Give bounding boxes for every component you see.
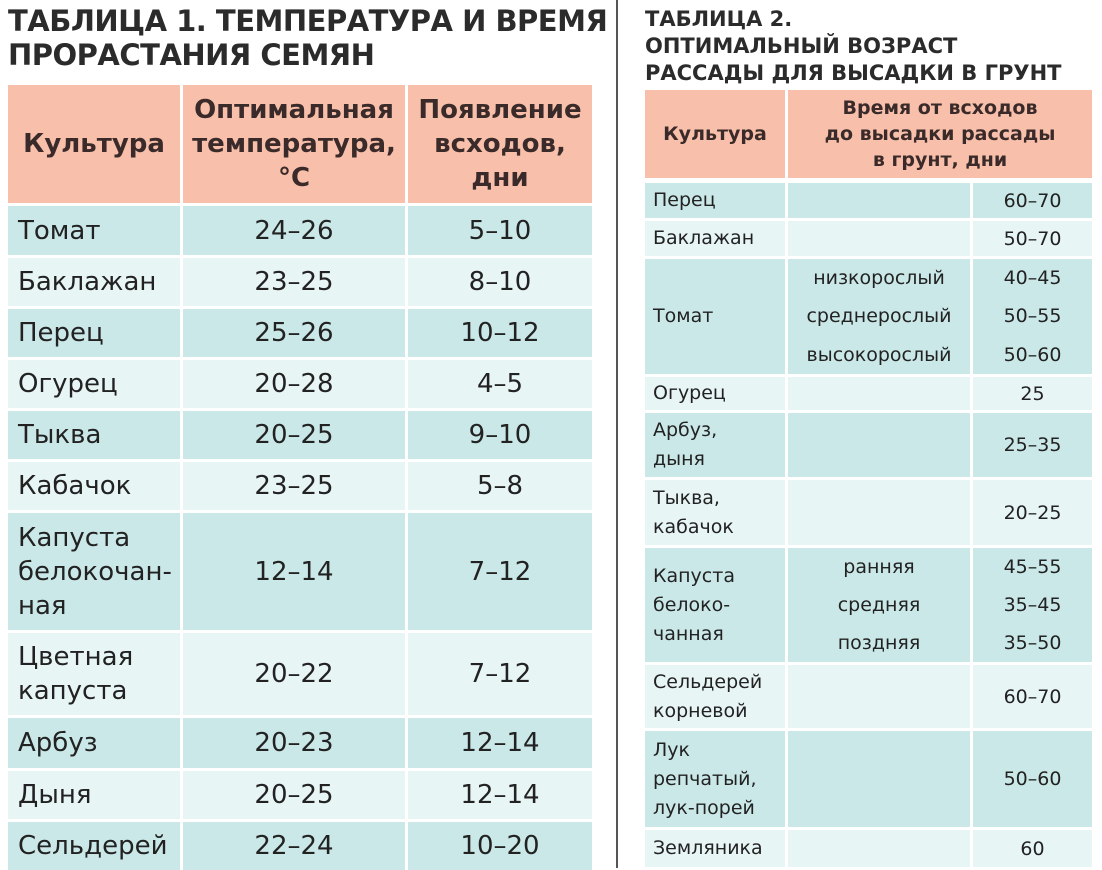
variety: поздняя xyxy=(837,632,921,654)
value-cell: 10–20 xyxy=(408,822,592,870)
variety-cell xyxy=(788,377,970,410)
crop-cell: Тыква xyxy=(8,411,180,459)
days: 60 xyxy=(1020,837,1045,860)
value-cell: 7–12 xyxy=(408,633,592,715)
value-cell: 24–26 xyxy=(183,206,405,255)
days: 50–60 xyxy=(1003,768,1062,790)
days-cell: 25–35 xyxy=(973,413,1092,477)
table-title: ТАБЛИЦА 2. ОПТИМАЛЬНЫЙ ВОЗРАСТ РАССАДЫ Д… xyxy=(645,7,1062,85)
divider xyxy=(616,0,618,868)
crop-cell: Капуста белокочан- ная xyxy=(8,513,180,630)
value-cell: 20–23 xyxy=(183,718,405,768)
days: 50–70 xyxy=(1003,227,1062,250)
days-cell: 40–45 50–55 50–60 xyxy=(973,259,1092,374)
value-cell: 8–10 xyxy=(408,258,592,306)
variety-cell xyxy=(788,413,970,477)
variety-cell xyxy=(788,183,970,218)
variety-cell xyxy=(788,480,970,545)
variety-cell xyxy=(788,665,970,728)
days-cell: 60–70 xyxy=(973,183,1092,218)
value-cell: 5–8 xyxy=(408,462,592,510)
days-cell: 25 xyxy=(973,377,1092,410)
header-cell: Культура xyxy=(8,85,180,203)
header-cell: Культура xyxy=(645,90,785,178)
crop-cell: Тыква, кабачок xyxy=(645,480,785,545)
value-cell: 12–14 xyxy=(408,718,592,768)
days: 60–70 xyxy=(1003,685,1062,708)
days-cell: 60 xyxy=(973,830,1092,867)
value-cell: 10–12 xyxy=(408,309,592,357)
value-cell: 20–28 xyxy=(183,360,405,408)
crop-cell: Арбуз, дыня xyxy=(645,413,785,477)
header-cell: Время от всходов до высадки рассады в гр… xyxy=(788,90,1092,178)
variety: средняя xyxy=(837,594,921,616)
days: 25–35 xyxy=(1003,434,1062,456)
days: 40–45 xyxy=(1003,267,1062,290)
table-title: ТАБЛИЦА 1. ТЕМПЕРАТУРА И ВРЕМЯ ПРОРАСТАН… xyxy=(8,4,608,72)
variety-cell xyxy=(788,731,970,827)
crop-cell: Цветная капуста xyxy=(8,633,180,715)
variety: высокорослый xyxy=(806,343,952,366)
crop-cell: Перец xyxy=(645,183,785,218)
days-cell: 45–55 35–45 35–50 xyxy=(973,548,1092,662)
crop-cell: Огурец xyxy=(8,360,180,408)
header-cell: Появление всходов, дни xyxy=(408,85,592,203)
crop-cell: Сельдерей xyxy=(8,822,180,870)
value-cell: 20–25 xyxy=(183,771,405,819)
value-cell: 4–5 xyxy=(408,360,592,408)
value-cell: 12–14 xyxy=(183,513,405,630)
crop-cell: Огурец xyxy=(645,377,785,410)
variety-cell xyxy=(788,221,970,256)
crop-cell: Кабачок xyxy=(8,462,180,510)
days: 60–70 xyxy=(1003,189,1062,212)
days: 20–25 xyxy=(1003,501,1062,524)
days: 50–55 xyxy=(1003,305,1062,328)
variety-cell: низкорослый среднерослый высокорослый xyxy=(788,259,970,374)
crop-cell: Сельдерей корневой xyxy=(645,665,785,728)
value-cell: 5–10 xyxy=(408,206,592,255)
crop-cell: Капуста белоко- чанная xyxy=(645,548,785,662)
days: 45–55 xyxy=(1003,556,1062,578)
value-cell: 23–25 xyxy=(183,258,405,306)
header-cell: Оптимальная температура, °С xyxy=(183,85,405,203)
value-cell: 9–10 xyxy=(408,411,592,459)
value-cell: 20–25 xyxy=(183,411,405,459)
value-cell: 12–14 xyxy=(408,771,592,819)
crop-cell: Перец xyxy=(8,309,180,357)
value-cell: 25–26 xyxy=(183,309,405,357)
days: 35–45 xyxy=(1003,594,1062,616)
days-cell: 20–25 xyxy=(973,480,1092,545)
days-cell: 50–70 xyxy=(973,221,1092,256)
variety-cell: ранняя средняя поздняя xyxy=(788,548,970,662)
days: 50–60 xyxy=(1003,343,1062,366)
days-cell: 50–60 xyxy=(973,731,1092,827)
crop-cell: Лук репчатый, лук-порей xyxy=(645,731,785,827)
value-cell: 23–25 xyxy=(183,462,405,510)
crop-cell: Томат xyxy=(645,259,785,374)
crop-cell: Баклажан xyxy=(645,221,785,256)
crop-cell: Дыня xyxy=(8,771,180,819)
days: 25 xyxy=(1020,382,1045,405)
crop-cell: Баклажан xyxy=(8,258,180,306)
days: 35–50 xyxy=(1003,632,1062,654)
variety: среднерослый xyxy=(806,305,952,328)
variety: ранняя xyxy=(843,556,915,578)
value-cell: 22–24 xyxy=(183,822,405,870)
crop-cell: Арбуз xyxy=(8,718,180,768)
crop-cell: Земляника xyxy=(645,830,785,867)
value-cell: 7–12 xyxy=(408,513,592,630)
variety: низкорослый xyxy=(813,267,945,290)
variety-cell xyxy=(788,830,970,867)
value-cell: 20–22 xyxy=(183,633,405,715)
days-cell: 60–70 xyxy=(973,665,1092,728)
crop-cell: Томат xyxy=(8,206,180,255)
